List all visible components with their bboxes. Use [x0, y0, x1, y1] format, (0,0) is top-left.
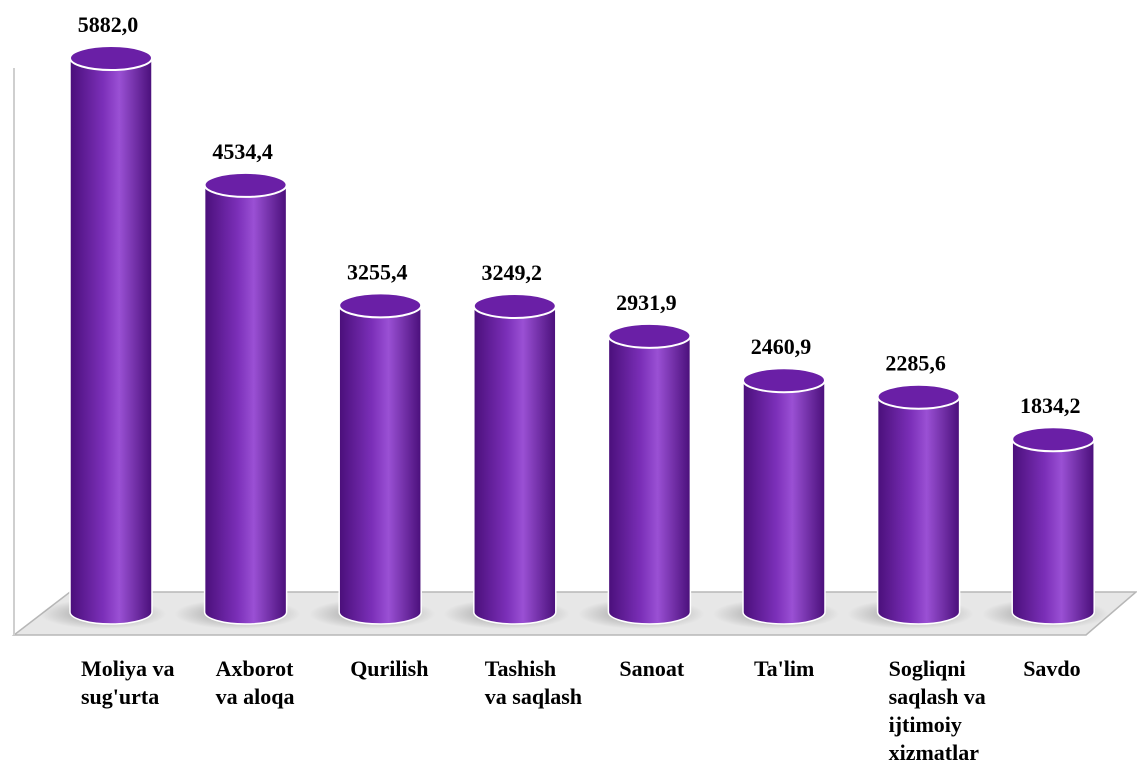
- x-tick-label-line: va aloqa: [216, 684, 295, 709]
- data-label: 2285,6: [885, 351, 946, 376]
- bar-top: [69, 45, 153, 71]
- x-tick-label: Ta'lim: [754, 656, 814, 681]
- bar-body: [338, 304, 422, 625]
- x-tick-label-line: Savdo: [1023, 656, 1080, 681]
- data-label: 2460,9: [751, 334, 812, 359]
- x-tick-label: Sogliqni saqlash va ijtimoiy xizmatlar: [889, 656, 986, 765]
- bar-top: [203, 171, 288, 198]
- bar-body: [203, 184, 288, 625]
- bar: [847, 383, 974, 629]
- bar: [309, 292, 436, 629]
- x-tick-label-line: xizmatlar: [889, 740, 980, 765]
- x-tick-label-line: Tashish: [485, 656, 556, 681]
- x-tick-label-line: ijtimoiy: [889, 712, 962, 737]
- bar: [174, 171, 301, 629]
- bar-top: [607, 322, 692, 349]
- x-tick-label-line: va saqlash: [485, 684, 582, 709]
- chart-category-labels: Moliya va sug'urta Axborot va aloqa Qurilish…: [81, 656, 1081, 765]
- bar-top: [742, 367, 826, 394]
- data-label: 2931,9: [616, 290, 677, 315]
- chart-bars: [40, 45, 1109, 629]
- bar-body: [1011, 438, 1095, 625]
- chart-axes: [11, 68, 1137, 636]
- x-tick-label: Sanoat: [619, 656, 684, 681]
- bar-body: [607, 335, 692, 625]
- x-tick-label-line: Qurilish: [350, 656, 428, 681]
- bar: [982, 426, 1109, 629]
- bar: [443, 292, 570, 629]
- data-label: 5882,0: [78, 12, 139, 37]
- bar-body: [876, 395, 961, 625]
- bar-top: [1011, 426, 1096, 453]
- x-tick-label-line: saqlash va: [889, 684, 986, 709]
- chart-value-labels: 5882,0 4534,4 3255,4 3249,2 2931,9 2460,9 2285…: [78, 12, 1081, 418]
- bar-top: [472, 292, 557, 319]
- x-tick-label: Moliya va sug'urta: [81, 656, 175, 709]
- x-tick-label-line: Axborot: [216, 656, 294, 681]
- x-tick-label-line: Moliya va: [81, 656, 175, 681]
- data-label: 4534,4: [212, 139, 273, 164]
- bar-body: [473, 305, 557, 625]
- bar-body: [742, 379, 826, 625]
- bar: [578, 322, 705, 629]
- bar-top: [338, 292, 423, 319]
- bar: [713, 367, 839, 629]
- data-label: 3249,2: [482, 260, 543, 285]
- bar-body: [69, 57, 153, 625]
- x-tick-label: Axborot va aloqa: [216, 656, 295, 709]
- x-tick-label-line: Sogliqni: [889, 656, 966, 681]
- x-tick-label: Qurilish: [350, 656, 428, 681]
- x-tick-label-line: Sanoat: [619, 656, 684, 681]
- x-tick-label: Savdo: [1023, 656, 1080, 681]
- data-label: 1834,2: [1020, 393, 1081, 418]
- x-tick-label-line: sug'urta: [81, 684, 159, 709]
- bar: [40, 45, 166, 629]
- x-tick-label-line: Ta'lim: [754, 656, 814, 681]
- data-label: 3255,4: [347, 259, 408, 284]
- bar-top: [876, 383, 961, 410]
- x-tick-label: Tashish va saqlash: [485, 656, 582, 709]
